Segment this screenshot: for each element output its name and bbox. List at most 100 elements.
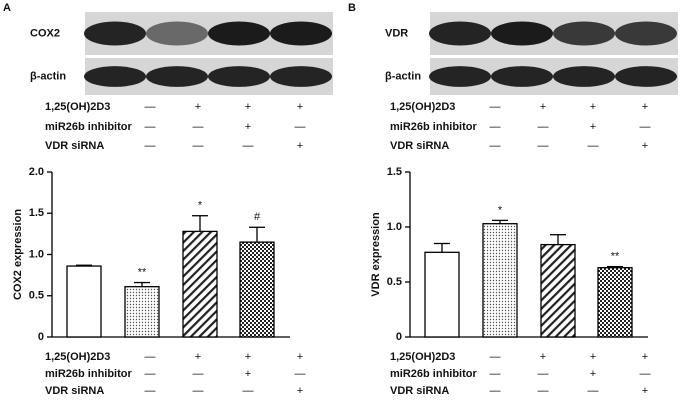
blot-label: β-actin xyxy=(385,70,421,82)
bar xyxy=(66,265,102,338)
error-bar xyxy=(492,219,508,224)
treatment-sign: + xyxy=(590,101,596,113)
y-tick-label: 1.0 xyxy=(29,248,44,260)
treatment-sign: — xyxy=(295,121,306,133)
treatment-sign: + xyxy=(642,140,648,152)
treatment-label: VDR siRNA xyxy=(45,385,104,397)
y-tick-label: 2.0 xyxy=(29,166,44,178)
blot-band xyxy=(270,66,332,87)
treatment-sign: + xyxy=(642,385,648,397)
treatment-sign: — xyxy=(490,140,501,152)
treatment-sign: — xyxy=(145,121,156,133)
y-tick-label: 0.5 xyxy=(29,290,44,302)
blot-band xyxy=(491,21,553,46)
y-tick-label: 0.5 xyxy=(387,276,402,288)
blot-band xyxy=(553,21,615,46)
significance-label: ** xyxy=(138,266,147,278)
blot-band xyxy=(208,66,270,87)
treatment-sign: — xyxy=(490,121,501,133)
blot-band xyxy=(84,66,146,87)
blot-band xyxy=(270,21,332,46)
blot-band xyxy=(491,66,553,87)
treatment-sign: + xyxy=(245,351,251,363)
treatment-label: 1,25(OH)2D3 xyxy=(45,101,110,113)
treatment-sign: — xyxy=(490,368,501,380)
error-bar xyxy=(134,281,150,287)
blot-band xyxy=(146,66,208,87)
treatment-sign: — xyxy=(243,385,254,397)
treatment-label: 1,25(OH)2D3 xyxy=(45,351,110,363)
treatment-label: miR26b inhibitor xyxy=(45,368,133,380)
treatment-sign: + xyxy=(590,351,596,363)
treatment-label: 1,25(OH)2D3 xyxy=(390,351,455,363)
panel-letter: B xyxy=(348,2,356,14)
blot-band xyxy=(429,21,491,46)
blot-band xyxy=(615,66,677,87)
y-axis-title: COX2 expression xyxy=(12,209,24,300)
treatment-label: miR26b inhibitor xyxy=(45,121,133,133)
treatment-sign: — xyxy=(640,368,651,380)
bar xyxy=(124,286,160,338)
treatment-label: VDR siRNA xyxy=(390,140,449,152)
error-bar xyxy=(249,226,265,243)
treatment-sign: — xyxy=(295,368,306,380)
treatment-sign: + xyxy=(245,101,251,113)
significance-label: * xyxy=(498,204,503,216)
treatment-sign: + xyxy=(195,101,201,113)
y-axis-title: VDR expression xyxy=(370,212,382,297)
bar xyxy=(540,243,576,338)
treatment-label: VDR siRNA xyxy=(390,385,449,397)
panel-letter: A xyxy=(3,2,11,14)
treatment-label: VDR siRNA xyxy=(45,140,104,152)
treatment-sign: — xyxy=(538,385,549,397)
treatment-sign: — xyxy=(145,368,156,380)
blot-label: COX2 xyxy=(30,27,60,39)
treatment-sign: — xyxy=(538,368,549,380)
error-bar xyxy=(434,242,450,253)
y-tick-label: 0 xyxy=(38,331,44,343)
blot-band xyxy=(615,21,677,46)
blot-band xyxy=(208,21,270,46)
blot-label: VDR xyxy=(385,27,408,39)
treatment-sign: — xyxy=(193,385,204,397)
treatment-sign: + xyxy=(245,121,251,133)
blot-band xyxy=(84,21,146,46)
bar xyxy=(239,241,275,338)
treatment-label: 1,25(OH)2D3 xyxy=(390,101,455,113)
treatment-sign: + xyxy=(590,368,596,380)
y-tick-label: 1.5 xyxy=(29,207,44,219)
treatment-sign: — xyxy=(145,351,156,363)
bar xyxy=(482,223,518,338)
y-tick-label: 0 xyxy=(396,331,402,343)
treatment-sign: + xyxy=(245,368,251,380)
treatment-sign: + xyxy=(642,351,648,363)
significance-label: # xyxy=(254,211,261,223)
blot-band xyxy=(146,21,208,46)
error-bar xyxy=(192,215,208,232)
treatment-sign: — xyxy=(490,101,501,113)
error-bar xyxy=(550,234,566,245)
bar xyxy=(182,230,218,338)
treatment-sign: + xyxy=(297,140,303,152)
treatment-sign: — xyxy=(490,385,501,397)
treatment-sign: + xyxy=(540,351,546,363)
treatment-sign: — xyxy=(538,140,549,152)
treatment-sign: — xyxy=(243,140,254,152)
error-bar xyxy=(76,264,92,267)
treatment-sign: — xyxy=(490,351,501,363)
treatment-sign: — xyxy=(538,121,549,133)
significance-label: ** xyxy=(611,251,620,263)
treatment-sign: + xyxy=(297,385,303,397)
treatment-label: miR26b inhibitor xyxy=(390,368,478,380)
treatment-sign: — xyxy=(640,121,651,133)
blot-band xyxy=(553,66,615,87)
error-bar xyxy=(607,265,623,268)
treatment-sign: — xyxy=(588,385,599,397)
treatment-sign: + xyxy=(297,101,303,113)
treatment-sign: + xyxy=(540,101,546,113)
treatment-sign: — xyxy=(145,101,156,113)
treatment-sign: — xyxy=(588,140,599,152)
treatment-sign: + xyxy=(642,101,648,113)
significance-label: * xyxy=(198,200,203,212)
